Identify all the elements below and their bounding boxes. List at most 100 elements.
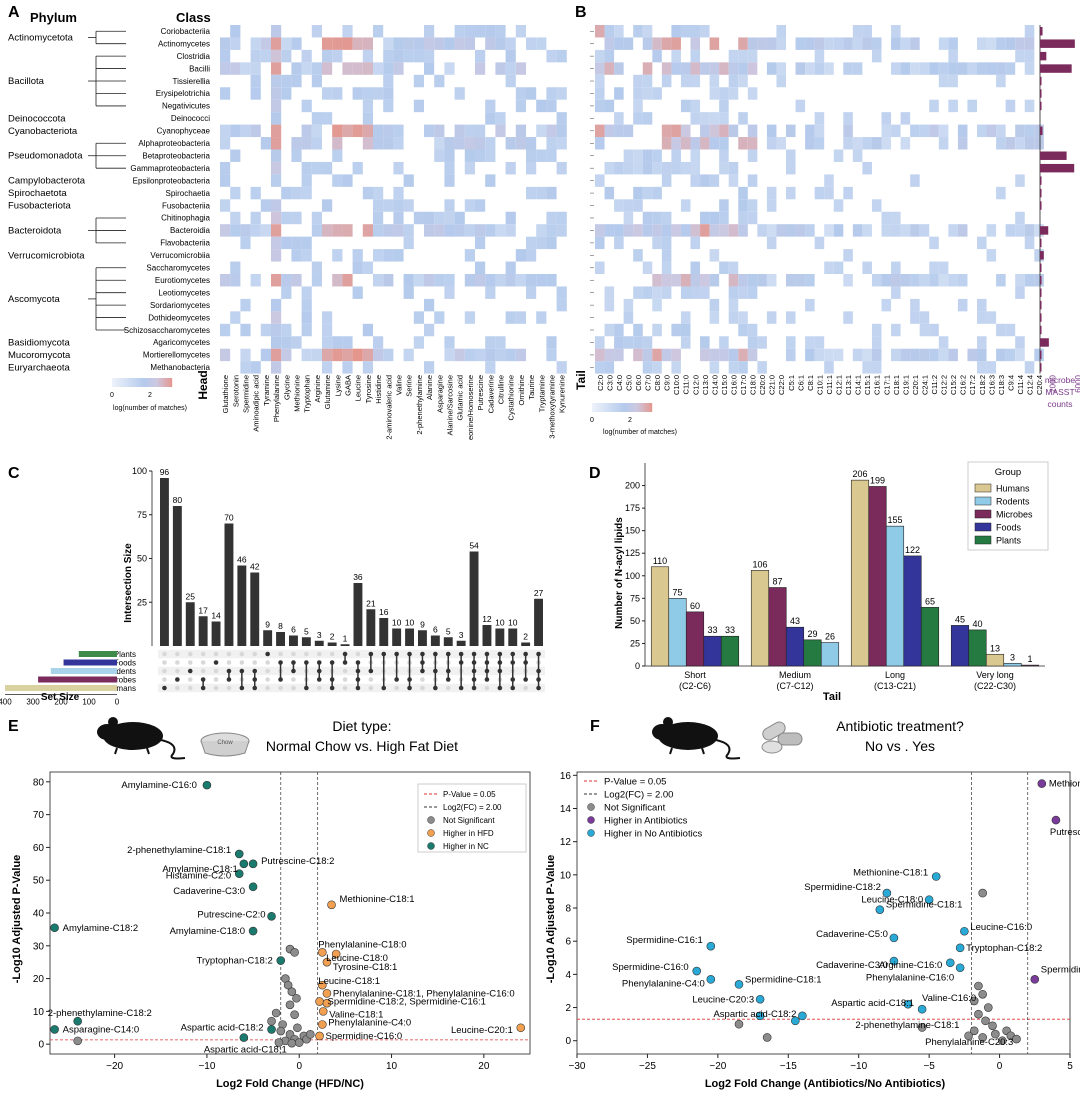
heatmap-cell (495, 348, 506, 362)
data-point (322, 989, 332, 998)
heatmap-cell (700, 224, 710, 237)
heatmap-cell (260, 224, 271, 237)
tail-label: C20:1 (911, 375, 920, 395)
colorbar-cell (592, 403, 594, 412)
heatmap-cell (485, 224, 496, 237)
heatmap-cell (291, 336, 302, 349)
matrix-dot (175, 660, 180, 665)
heatmap-cell (260, 49, 271, 63)
heatmap-cell (342, 37, 353, 50)
heatmap-cell (362, 99, 373, 113)
heatmap-cell (843, 249, 853, 262)
heatmap-cell (642, 62, 653, 75)
heatmap-cell (352, 286, 363, 299)
heatmap-cell (383, 87, 394, 100)
heatmap-cell (230, 274, 241, 287)
heatmap-cell (719, 99, 729, 113)
data-point (315, 997, 324, 1006)
heatmap-cell (623, 149, 634, 162)
heatmap-cell (505, 274, 516, 287)
heatmap-cell (291, 211, 302, 225)
point-label: Tyrosine-C18:1 (333, 962, 397, 973)
heatmap-cell (957, 62, 968, 75)
data-point (1037, 779, 1047, 788)
heatmap-cell (900, 112, 911, 125)
matrix-dot (484, 685, 490, 691)
d-bar-value: 60 (690, 601, 700, 611)
data-point (267, 911, 276, 921)
heatmap-cell (986, 249, 997, 262)
masst-bar (1040, 176, 1042, 185)
heatmap-cell (881, 224, 892, 237)
legend-dot (587, 803, 595, 811)
colorbar-cell (134, 378, 136, 387)
heatmap-cell (680, 137, 691, 150)
intersection-value: 12 (482, 614, 492, 624)
matrix-dot (162, 685, 167, 691)
mouse-icon (97, 717, 186, 760)
masst-bar (1040, 288, 1042, 297)
tail-label: C11:4 (1016, 375, 1025, 394)
tail-label: C22:0 (777, 375, 786, 395)
heatmap-cell (595, 62, 605, 75)
heatmap-cell (362, 62, 373, 75)
masst-bar (1040, 51, 1047, 61)
d-bar-value: 45 (955, 614, 965, 624)
ytick-label: 8 (565, 904, 571, 915)
heatmap-cell (977, 336, 987, 349)
matrix-dot (265, 651, 270, 657)
d-ytick-label: 100 (625, 571, 640, 581)
f-title-1: Antibiotic treatment? (836, 718, 964, 734)
tail-label: C12:1 (835, 375, 844, 395)
colorbar-cell (157, 378, 159, 387)
colorbar-cell (635, 403, 637, 412)
colorbar-cell (596, 403, 598, 412)
heatmap-cell (271, 112, 282, 125)
colorbar-cell (114, 378, 116, 387)
heatmap-cell (332, 249, 343, 262)
heatmap-cell (642, 348, 653, 362)
legend-label: Rodents (996, 497, 1030, 507)
heatmap-cell (652, 186, 662, 200)
colorbar-cell (143, 378, 145, 387)
ytick-label: 10 (560, 870, 572, 881)
heatmap-cell (604, 361, 615, 374)
heatmap-cell (1024, 124, 1035, 138)
heatmap-cell (291, 62, 302, 75)
point-label: Leucine-C20:1 (451, 1025, 513, 1036)
legend-swatch (974, 522, 992, 532)
tail-label: C6:1 (796, 375, 805, 391)
heatmap-b: C2:0 C3:0 C4:0 C5:0 C6:0 C7:0 C8:0 C9:0 C10:0 C11… (574, 25, 1080, 436)
head-label: Glycine (282, 375, 291, 400)
heatmap-cell (709, 112, 720, 125)
heatmap-cell (642, 74, 653, 88)
point-label: Putrescine-C2:0 (197, 909, 265, 920)
matrix-dot (316, 685, 322, 691)
heatmap-cell (862, 348, 872, 362)
heatmap-cell (505, 161, 516, 175)
heatmap-cell (230, 149, 241, 162)
data-point (978, 888, 987, 898)
matrix-dot (265, 668, 270, 674)
heatmap-cell (383, 37, 394, 50)
heatmap-cell (475, 62, 486, 75)
heatmap-cell (728, 124, 739, 138)
d-bar (985, 653, 1005, 667)
heatmap-cell (900, 62, 911, 75)
intersection-bar (495, 628, 505, 646)
heatmap-cell (230, 186, 241, 200)
point-label: Asparagine-C14:0 (63, 1024, 140, 1035)
phylum-label: Bacillota (8, 76, 45, 87)
point-label: Spermidine-C16:0 (612, 962, 689, 973)
heatmap-cell (948, 348, 958, 362)
heatmap-cell (957, 124, 968, 138)
point-label: Leucine-C16:0 (970, 922, 1032, 933)
heatmap-cell (719, 224, 729, 237)
class-label: Alphaproteobacteria (138, 139, 210, 148)
intersection-bar (482, 625, 492, 646)
colorbar-cell (629, 403, 631, 412)
heatmap-cell (281, 348, 292, 362)
heatmap-cell (271, 161, 282, 175)
heatmap-cell (301, 124, 312, 138)
point-label: Methionine-C18:1 (340, 894, 415, 905)
